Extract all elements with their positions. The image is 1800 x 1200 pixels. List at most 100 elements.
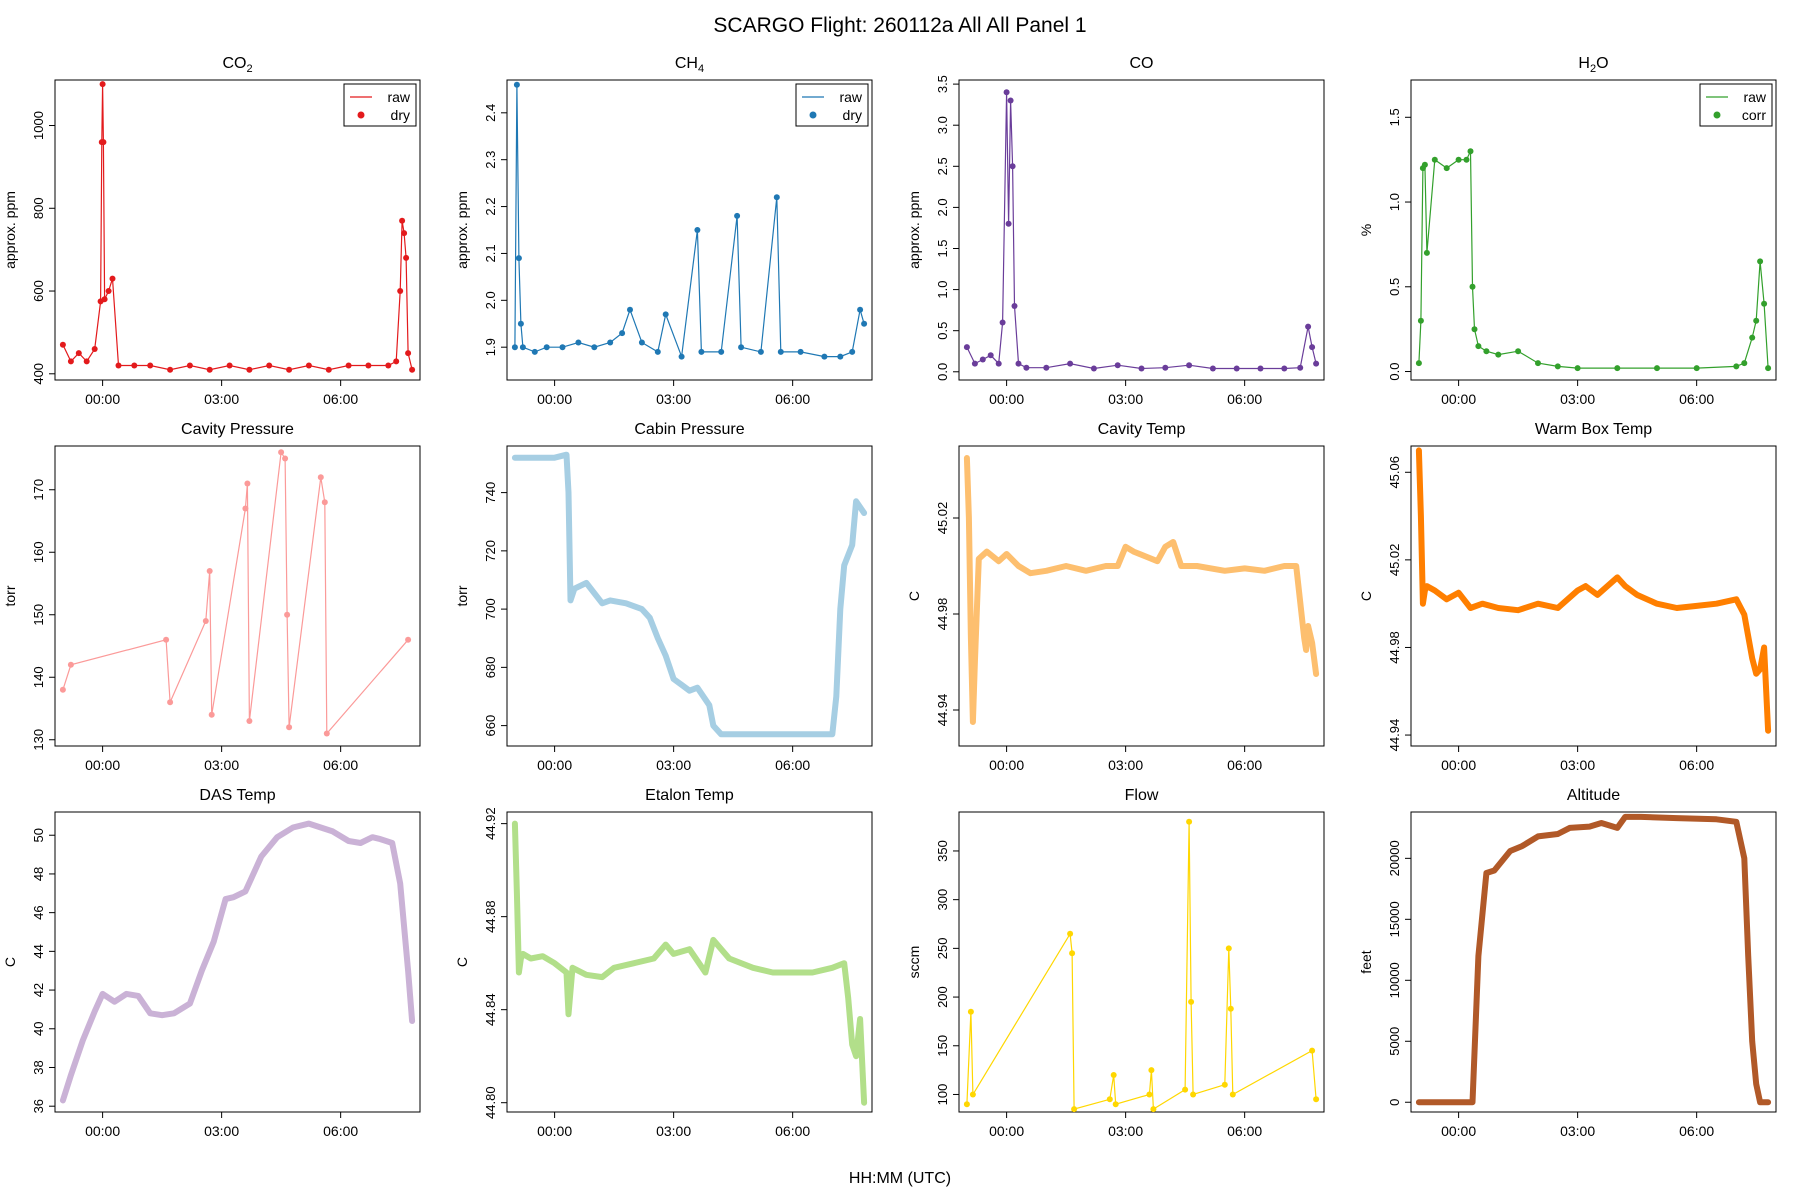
series-point-flow-17: [1225, 945, 1232, 952]
panel-title-main-alt: Altitude: [1567, 787, 1620, 804]
ytick-label-ch4-1: 2.0: [483, 291, 498, 309]
series-point-flow-19: [1229, 1091, 1236, 1098]
series-point-cavp-7: [242, 505, 249, 512]
series-point-co2-11: [109, 275, 116, 282]
xtick-label-co2-0: 00:00: [85, 391, 120, 407]
series-point-ch4-7: [559, 344, 566, 351]
series-point-co2-26: [385, 362, 392, 369]
series-point-co-13: [1043, 364, 1050, 371]
series-point-co2-25: [365, 362, 372, 369]
series-point-ch4-25: [797, 348, 804, 355]
series-point-ch4-21: [738, 344, 745, 351]
panel-ylabel-alt: feet: [1358, 950, 1374, 973]
xtick-label-alt-1: 03:00: [1560, 1123, 1595, 1139]
panel-title-dast: DAS Temp: [199, 787, 275, 804]
panel-cabp: Cabin Pressure torr 660 680 700 720 740 00:00 03…: [454, 421, 873, 773]
series-point-ch4-16: [678, 353, 685, 360]
series-point-h2o-10: [1469, 283, 1476, 290]
series-point-co2-33: [409, 366, 416, 373]
ytick-label-ch4-0: 1.9: [483, 338, 498, 356]
series-point-flow-3: [1067, 930, 1074, 937]
series-point-cavp-17: [405, 636, 412, 643]
series-point-ch4-27: [837, 353, 844, 360]
ytick-label-co-1: 0.5: [935, 322, 950, 340]
series-point-co2-10: [105, 288, 112, 294]
series-point-co-5: [999, 319, 1006, 326]
xtick-label-co-2: 06:00: [1227, 391, 1262, 407]
xtick-label-flow-1: 03:00: [1108, 1123, 1143, 1139]
series-point-ch4-19: [718, 348, 725, 355]
series-point-cavp-12: [284, 611, 291, 618]
ytick-label-dast-6: 48: [31, 867, 46, 881]
series-point-h2o-17: [1554, 363, 1561, 370]
series-point-co-0: [963, 344, 970, 351]
series-point-cavp-15: [321, 499, 328, 506]
xtick-label-cabp-2: 06:00: [775, 757, 810, 773]
panel-title-etat: Etalon Temp: [645, 787, 734, 804]
series-point-ch4-23: [773, 194, 780, 201]
series-point-h2o-0: [1415, 360, 1422, 367]
series-point-co2-8: [100, 139, 107, 146]
series-point-cavp-10: [278, 449, 285, 456]
series-point-co-20: [1209, 365, 1216, 372]
panel-etat: Etalon Temp C 44.80 44.84 44.88 44.92 00:00 03:…: [454, 787, 873, 1139]
series-point-cavp-11: [282, 455, 289, 462]
xtick-label-cavp-1: 03:00: [204, 757, 239, 773]
series-point-h2o-11: [1471, 326, 1478, 333]
series-point-co2-14: [147, 362, 154, 369]
series-point-h2o-14: [1495, 351, 1502, 358]
series-point-co-19: [1186, 362, 1193, 369]
series-point-h2o-25: [1753, 317, 1760, 324]
xtick-label-etat-2: 06:00: [775, 1123, 810, 1139]
series-point-cavp-2: [163, 636, 170, 643]
xtick-label-dast-1: 03:00: [204, 1123, 239, 1139]
panel-ylabel-etat: C: [454, 957, 470, 967]
ytick-label-cavp-4: 170: [31, 479, 46, 501]
series-point-flow-16: [1221, 1081, 1228, 1088]
series-point-h2o-22: [1733, 363, 1740, 370]
legend-ch4: raw dry: [795, 83, 869, 127]
series-point-h2o-24: [1749, 334, 1756, 341]
series-point-flow-13: [1186, 818, 1193, 825]
ytick-label-cavp-3: 160: [31, 541, 46, 563]
series-point-h2o-7: [1455, 156, 1462, 163]
ytick-label-flow-1: 150: [935, 1035, 950, 1057]
series-point-ch4-12: [627, 306, 633, 313]
legend-label-0-co2: raw: [387, 89, 410, 105]
series-line-cavt: [963, 455, 1320, 725]
series-point-co-10: [1011, 303, 1018, 309]
legend-point-swatch-ch4: [809, 111, 817, 119]
panel-alt: Altitude feet 0 5000 10000 15000 20000 00:00 03:…: [1358, 787, 1777, 1139]
panel-frame-co: [958, 79, 1325, 381]
series-point-h2o-19: [1614, 365, 1621, 372]
ytick-label-cabp-0: 660: [483, 715, 498, 737]
xtick-label-cavt-0: 00:00: [989, 757, 1024, 773]
ytick-label-dast-7: 50: [31, 828, 46, 842]
series-point-ch4-11: [619, 330, 626, 337]
series-point-co2-16: [186, 362, 193, 369]
panel-frame-wbt: [1410, 445, 1777, 747]
ytick-label-h2o-0: 0.0: [1387, 362, 1402, 380]
ytick-label-cabp-4: 740: [483, 482, 498, 504]
series-point-ch4-20: [734, 212, 741, 219]
series-point-co2-29: [399, 217, 406, 224]
series-point-h2o-28: [1765, 365, 1772, 372]
ytick-label-etat-1: 44.84: [483, 993, 498, 1026]
legend-co2: raw dry: [343, 83, 417, 127]
panel-ylabel-h2o: %: [1358, 224, 1374, 236]
series-point-h2o-23: [1741, 360, 1748, 367]
series-point-co-15: [1090, 365, 1097, 372]
series-point-co-21: [1233, 365, 1240, 372]
panel-title-main-flow: Flow: [1125, 787, 1159, 804]
series-line-cabp: [511, 451, 868, 738]
series-point-co-9: [1009, 163, 1016, 170]
panel-frame-cabp: [506, 445, 873, 747]
ytick-label-alt-0: 0: [1387, 1099, 1402, 1106]
series-point-cavp-8: [244, 480, 251, 487]
ytick-label-cavt-1: 44.98: [935, 598, 950, 631]
xtick-label-dast-0: 00:00: [85, 1123, 120, 1139]
legend-box-ch4: [795, 83, 869, 127]
ytick-label-co2-2: 800: [31, 197, 46, 219]
ytick-label-ch4-4: 2.3: [483, 151, 498, 169]
